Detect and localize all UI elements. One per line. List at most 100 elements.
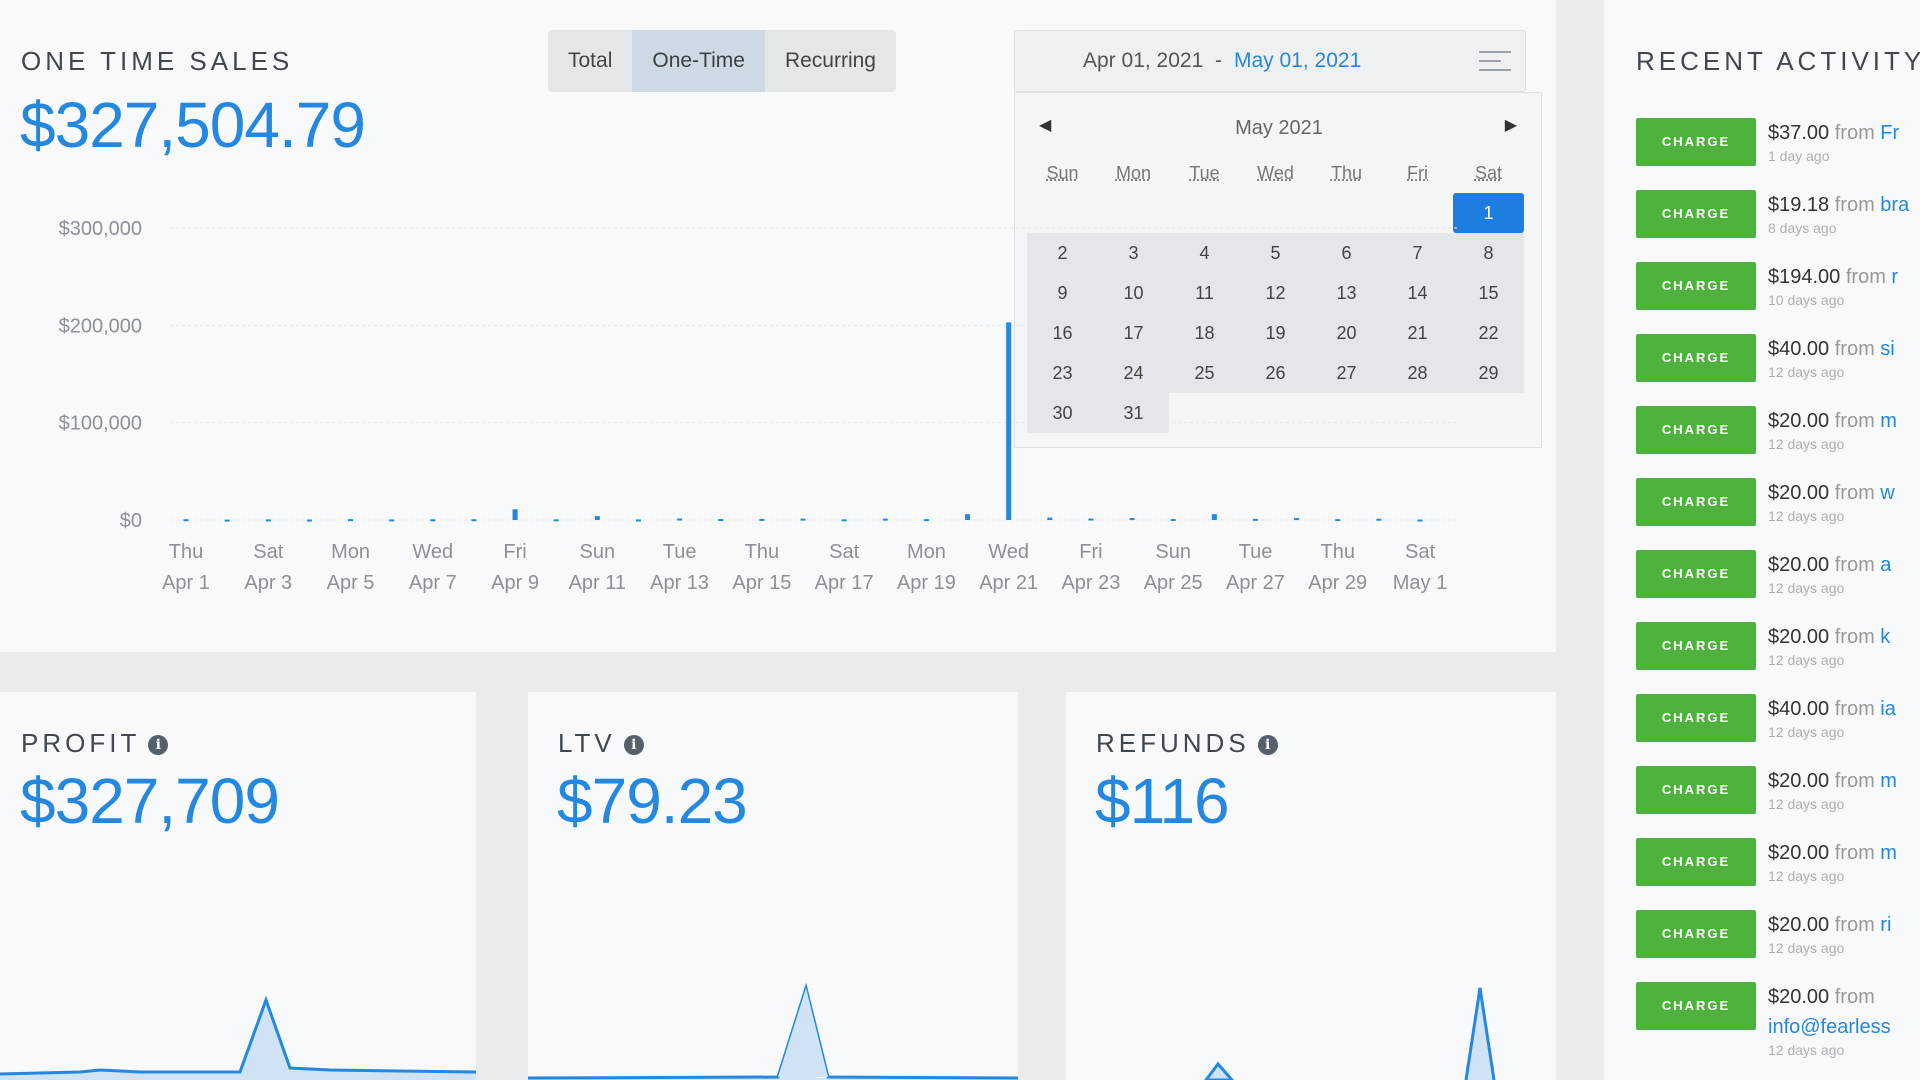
calendar-day[interactable]: 4 (1169, 233, 1240, 273)
calendar-day[interactable]: 11 (1169, 273, 1240, 313)
calendar-day[interactable]: 10 (1098, 273, 1169, 313)
sales-bar[interactable] (224, 519, 230, 522)
sales-bar[interactable] (635, 519, 641, 522)
calendar-day[interactable]: 14 (1382, 273, 1453, 313)
sales-bar[interactable] (800, 518, 806, 521)
activity-customer[interactable]: m (1880, 842, 1897, 864)
sales-bar[interactable] (512, 509, 518, 520)
sales-bar[interactable] (1129, 518, 1135, 521)
calendar-day[interactable]: 2 (1027, 233, 1098, 273)
next-month-icon[interactable]: ▶ (1504, 117, 1517, 134)
activity-customer[interactable]: m (1880, 410, 1897, 432)
calendar-day-selected[interactable]: 1 (1453, 193, 1524, 233)
calendar-day[interactable]: 12 (1240, 273, 1311, 313)
sales-bar[interactable] (183, 519, 189, 522)
sales-bar[interactable] (348, 519, 354, 522)
calendar-day[interactable]: 27 (1311, 353, 1382, 393)
activity-customer[interactable]: m (1880, 770, 1897, 792)
sales-bar[interactable] (923, 519, 929, 522)
sales-bar[interactable] (965, 514, 971, 520)
sales-bar[interactable] (1252, 518, 1258, 521)
calendar-day[interactable]: 5 (1240, 233, 1311, 273)
calendar-day[interactable]: 24 (1098, 353, 1169, 393)
calendar-day[interactable]: 6 (1311, 233, 1382, 273)
activity-item[interactable]: CHARGE $194.00 from r 10 days ago (1636, 262, 1920, 334)
sales-bar[interactable] (553, 519, 559, 522)
activity-email[interactable]: info@fearless (1768, 1016, 1891, 1038)
sales-bar[interactable] (718, 519, 724, 522)
calendar-day[interactable]: 13 (1311, 273, 1382, 313)
sales-bar[interactable] (1417, 519, 1423, 522)
calendar-day[interactable]: 18 (1169, 313, 1240, 353)
sales-bar[interactable] (882, 518, 888, 521)
sales-bar[interactable] (265, 519, 271, 522)
sales-bar[interactable] (677, 518, 683, 521)
toggle-total[interactable]: Total (568, 49, 613, 72)
calendar-day[interactable]: 30 (1027, 393, 1098, 433)
calendar-day[interactable]: 3 (1098, 233, 1169, 273)
sales-bar[interactable] (594, 516, 600, 520)
menu-icon[interactable] (1479, 51, 1511, 73)
activity-customer[interactable]: bra (1880, 194, 1910, 216)
activity-customer[interactable]: a (1880, 554, 1892, 576)
sales-bar[interactable] (1006, 322, 1012, 520)
activity-customer[interactable]: ia (1880, 698, 1896, 720)
calendar-day[interactable]: 29 (1453, 353, 1524, 393)
calendar-day[interactable]: 17 (1098, 313, 1169, 353)
activity-customer[interactable]: w (1880, 482, 1895, 504)
activity-item[interactable]: CHARGE $20.00 from m 12 days ago (1636, 406, 1920, 478)
sales-bar[interactable] (306, 519, 312, 522)
activity-item[interactable]: CHARGE $20.00 from m 12 days ago (1636, 838, 1920, 910)
sales-bar[interactable] (430, 519, 436, 522)
activity-customer[interactable]: k (1880, 626, 1891, 648)
info-icon[interactable]: i (623, 735, 644, 755)
info-icon[interactable]: i (148, 735, 169, 755)
activity-item[interactable]: CHARGE $20.00 from ri 12 days ago (1636, 910, 1920, 982)
calendar-day[interactable]: 19 (1240, 313, 1311, 353)
activity-item[interactable]: CHARGE $40.00 from ia 12 days ago (1636, 694, 1920, 766)
activity-item[interactable]: CHARGE $37.00 from Fr 1 day ago (1636, 118, 1920, 190)
calendar-day[interactable]: 28 (1382, 353, 1453, 393)
activity-customer[interactable]: Fr (1880, 122, 1900, 144)
activity-item[interactable]: CHARGE $20.00 from m 12 days ago (1636, 766, 1920, 838)
calendar-day[interactable]: 8 (1453, 233, 1524, 273)
calendar-day[interactable]: 23 (1027, 353, 1098, 393)
sales-bar[interactable] (1088, 518, 1094, 521)
sales-bar[interactable] (471, 519, 477, 522)
calendar-day[interactable]: 22 (1453, 313, 1524, 353)
calendar-day[interactable]: 26 (1240, 353, 1311, 393)
toggle-recurring[interactable]: Recurring (784, 49, 876, 72)
date-from[interactable]: Apr 01, 2021 (1083, 49, 1204, 72)
sales-bar[interactable] (1294, 518, 1300, 521)
toggle-one-time[interactable]: One-Time (632, 30, 765, 92)
calendar-day[interactable]: 9 (1027, 273, 1098, 313)
sales-bar[interactable] (759, 518, 765, 521)
date-to[interactable]: May 01, 2021 (1234, 49, 1362, 72)
prev-month-icon[interactable]: ◀ (1039, 117, 1052, 134)
calendar-day[interactable]: 16 (1027, 313, 1098, 353)
calendar-day[interactable]: 31 (1098, 393, 1169, 433)
sales-bar[interactable] (1335, 519, 1341, 522)
activity-customer[interactable]: r (1891, 266, 1899, 288)
activity-customer[interactable]: si (1880, 338, 1895, 360)
activity-item[interactable]: CHARGE $19.18 from bra 8 days ago (1636, 190, 1920, 262)
activity-customer[interactable]: ri (1880, 914, 1892, 936)
calendar-day[interactable]: 20 (1311, 313, 1382, 353)
sales-bar[interactable] (841, 519, 847, 522)
sales-bar[interactable] (1047, 517, 1053, 520)
calendar-day[interactable]: 21 (1382, 313, 1453, 353)
sales-bar[interactable] (389, 519, 395, 522)
calendar-day[interactable]: 7 (1382, 233, 1453, 273)
calendar-day[interactable]: 15 (1453, 273, 1524, 313)
sales-bar[interactable] (1170, 519, 1176, 522)
sales-bar[interactable] (1376, 518, 1382, 521)
activity-item[interactable]: CHARGE $20.00 from a 12 days ago (1636, 550, 1920, 622)
activity-item[interactable]: CHARGE $40.00 from si 12 days ago (1636, 334, 1920, 406)
date-range-picker[interactable]: Apr 01, 2021 - May 01, 2021 (1014, 30, 1526, 92)
activity-item[interactable]: CHARGE $20.00 from k 12 days ago (1636, 622, 1920, 694)
calendar-day[interactable]: 25 (1169, 353, 1240, 393)
activity-item[interactable]: CHARGE $20.00 from info@fearless 12 days a… (1636, 982, 1920, 1078)
info-icon[interactable]: i (1257, 735, 1278, 755)
activity-item[interactable]: CHARGE $20.00 from w 12 days ago (1636, 478, 1920, 550)
sales-bar[interactable] (1211, 514, 1217, 520)
